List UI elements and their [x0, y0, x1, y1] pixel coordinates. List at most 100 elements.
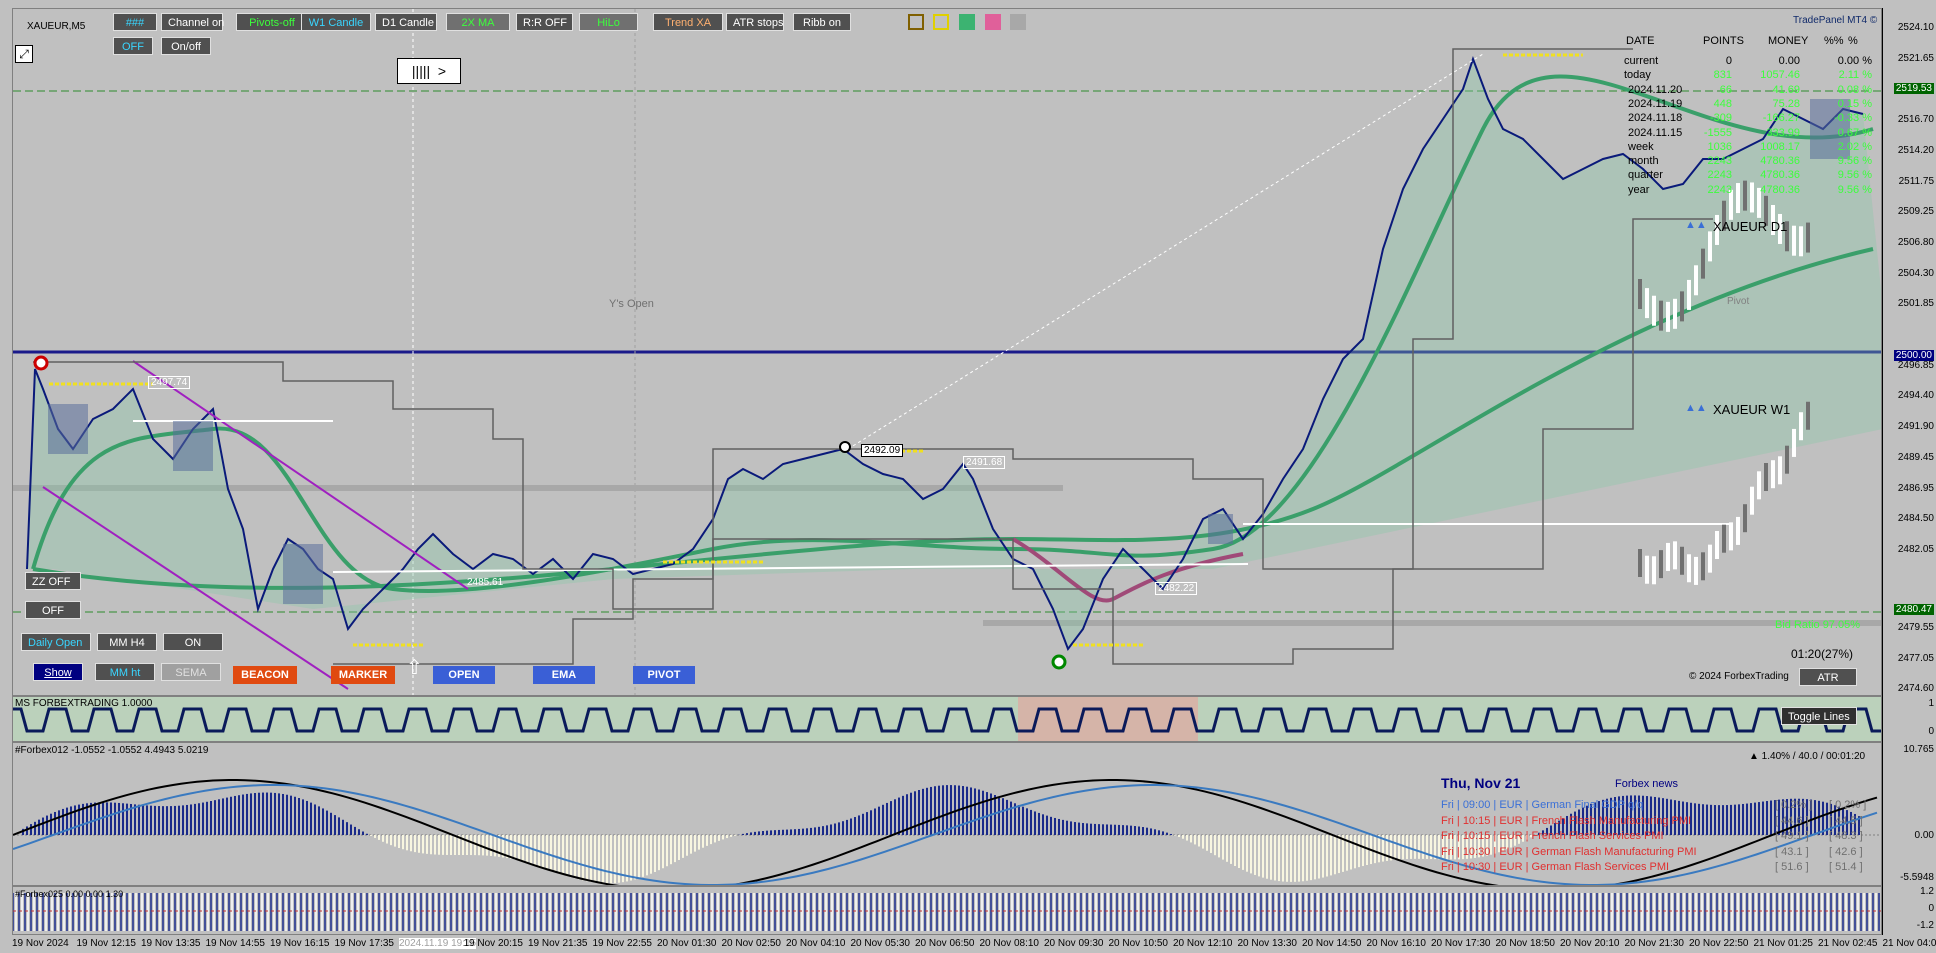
news-event: German Final GDP q/q — [1531, 799, 1644, 811]
news-day: Fri — [1441, 861, 1454, 873]
forbex012-pane[interactable]: #Forbex012 -1.0552 -1.0552 4.4943 5.0219… — [12, 742, 1882, 886]
news-separator: | — [1522, 799, 1532, 811]
news-forecast: [ 44.6 ] — [1775, 814, 1809, 827]
off-button[interactable]: OFF — [25, 601, 81, 619]
news-item[interactable]: Fri | 10:15 | EUR | French Flash Service… — [1441, 830, 1664, 842]
stats-row-points: 448 — [1713, 97, 1732, 110]
ms-forbextrading-pane[interactable]: MS FORBEXTRADING 1.0000 Toggle Lines — [12, 696, 1882, 742]
d1-candle — [1757, 187, 1761, 218]
session-box-1 — [173, 421, 213, 471]
session-box-3 — [1208, 514, 1233, 544]
zz-off-button[interactable]: ZZ OFF — [25, 572, 81, 590]
time-tick: 20 Nov 06:50 — [915, 938, 975, 949]
stats-row-pct: -0.33 % — [1834, 112, 1872, 125]
d1-candle — [1708, 231, 1712, 262]
w1-candle — [1736, 516, 1740, 545]
toolbar-button-7[interactable]: R:R OFF — [516, 13, 573, 31]
main-chart-pane[interactable]: XAUEUR,M5 TradePanel MT4 © ### Channel on… — [12, 8, 1882, 696]
w1-candle — [1799, 412, 1803, 441]
news-separator: | — [1490, 799, 1500, 811]
ind2-line-black — [13, 779, 1878, 885]
scroll-bars-control[interactable]: ||||| > — [397, 58, 461, 84]
price-label-2497: 2497.74 — [148, 376, 191, 389]
stats-header-0: DATE — [1626, 35, 1655, 47]
toolbar-button-4[interactable]: W1 Candle — [301, 13, 371, 31]
pivot-button[interactable]: PIVOT — [633, 666, 695, 684]
on-button[interactable]: ON — [163, 633, 223, 651]
stats-row-money: 75.28 — [1772, 97, 1800, 110]
news-separator: | — [1490, 814, 1500, 827]
forbex025-pane[interactable]: #Forbex025 0.00 0.00 1.30 — [12, 886, 1882, 935]
price-tick: 2480.47 — [1893, 604, 1934, 615]
open-button[interactable]: OPEN — [433, 666, 495, 684]
swatch-green[interactable] — [959, 14, 975, 30]
stats-row-money: 41.69 — [1772, 83, 1800, 96]
price-tick: 2516.70 — [1897, 114, 1934, 126]
swatch-yellow[interactable] — [933, 14, 949, 30]
d1-candle — [1792, 225, 1796, 256]
news-date: Thu, Nov 21 — [1441, 775, 1521, 791]
atr-button[interactable]: ATR — [1799, 668, 1857, 686]
sema-button[interactable]: SEMA — [161, 663, 221, 681]
price-chart[interactable] — [13, 9, 1882, 696]
time-tick: 19 Nov 13:35 — [141, 938, 201, 949]
ind1-axis: 1 0 — [1882, 696, 1936, 742]
news-separator: | — [1453, 845, 1463, 858]
swatch-pink[interactable] — [985, 14, 1001, 30]
toolbar-button-3[interactable]: Pivots-off — [236, 13, 308, 31]
swatch-olive[interactable] — [908, 14, 924, 30]
toolbar-button-5[interactable]: D1 Candle — [375, 13, 437, 31]
news-separator: | — [1522, 861, 1532, 873]
toolbar-button-10[interactable]: ATR stops — [726, 13, 784, 31]
toolbar-onoff-button[interactable]: On/off — [161, 37, 211, 55]
w1-candle — [1729, 522, 1733, 551]
toggle-lines-button[interactable]: Toggle Lines — [1781, 707, 1857, 725]
stats-row-money: 4780.36 — [1760, 169, 1800, 182]
toolbar-off-button[interactable]: OFF — [113, 37, 153, 55]
ema-button[interactable]: EMA — [533, 666, 595, 684]
toolbar-button-6[interactable]: 2X MA — [446, 13, 510, 31]
news-item[interactable]: Fri | 10:30 | EUR | German Flash Service… — [1441, 861, 1669, 873]
toolbar-button-1[interactable]: ### — [113, 13, 157, 31]
beacon-button[interactable]: BEACON — [233, 666, 297, 684]
d1-arrows-icon: ▲▲ — [1685, 219, 1707, 231]
stats-row-money: 0.00 — [1778, 55, 1800, 67]
mm-ht-button[interactable]: MM ht — [95, 663, 155, 681]
news-cur: EUR — [1499, 799, 1523, 811]
daily-open-button[interactable]: Daily Open — [21, 633, 91, 651]
toolbar-button-9[interactable]: Trend XA — [653, 13, 723, 31]
ms-forbextrading-indicator — [13, 697, 1881, 741]
toolbar-button-11[interactable]: Ribb on — [793, 13, 851, 31]
news-item[interactable]: Fri | 09:00 | EUR | German Final GDP q/q — [1441, 799, 1643, 811]
zigzag-bottom-marker — [1051, 654, 1067, 670]
swatch-gray[interactable] — [1010, 14, 1026, 30]
w1-candle — [1645, 555, 1649, 584]
ind1-wave — [13, 707, 1881, 733]
stats-row-date: 2024.11.19 — [1628, 97, 1683, 110]
news-separator: | — [1522, 845, 1532, 858]
price-tick: 2521.65 — [1897, 52, 1934, 64]
news-item[interactable]: Fri | 10:15 | EUR | French Flash Manufac… — [1441, 815, 1691, 827]
mm-h4-button[interactable]: MM H4 — [97, 633, 157, 651]
show-button[interactable]: Show — [33, 663, 83, 681]
toolbar-button-8[interactable]: HiLo — [579, 13, 638, 31]
stats-row-date: month — [1628, 155, 1659, 168]
marker-button[interactable]: MARKER — [331, 666, 395, 684]
price-tick: 2484.50 — [1897, 513, 1934, 525]
time-tick: 21 Nov 01:25 — [1753, 938, 1814, 949]
stats-row-pct: 2.11 % — [1838, 69, 1872, 82]
d1-candle — [1799, 226, 1803, 257]
news-separator: | — [1490, 861, 1500, 873]
w1-candle — [1680, 546, 1684, 575]
news-item[interactable]: Fri | 10:30 | EUR | German Flash Manufac… — [1441, 846, 1697, 858]
stats-row-pct: 9.56 % — [1837, 155, 1872, 168]
stats-row-points: 2243 — [1707, 183, 1732, 196]
hilo-upper — [33, 48, 1633, 610]
price-tick: 2514.20 — [1897, 144, 1934, 156]
news-forecast: [ 43.1 ] — [1775, 845, 1809, 858]
w1-candle — [1638, 549, 1642, 577]
expand-icon[interactable]: ⤢ — [15, 45, 33, 63]
w1-candle — [1806, 401, 1810, 430]
time-tick: 19 Nov 22:55 — [592, 938, 653, 949]
toolbar-button-2[interactable]: Channel on — [161, 13, 224, 31]
